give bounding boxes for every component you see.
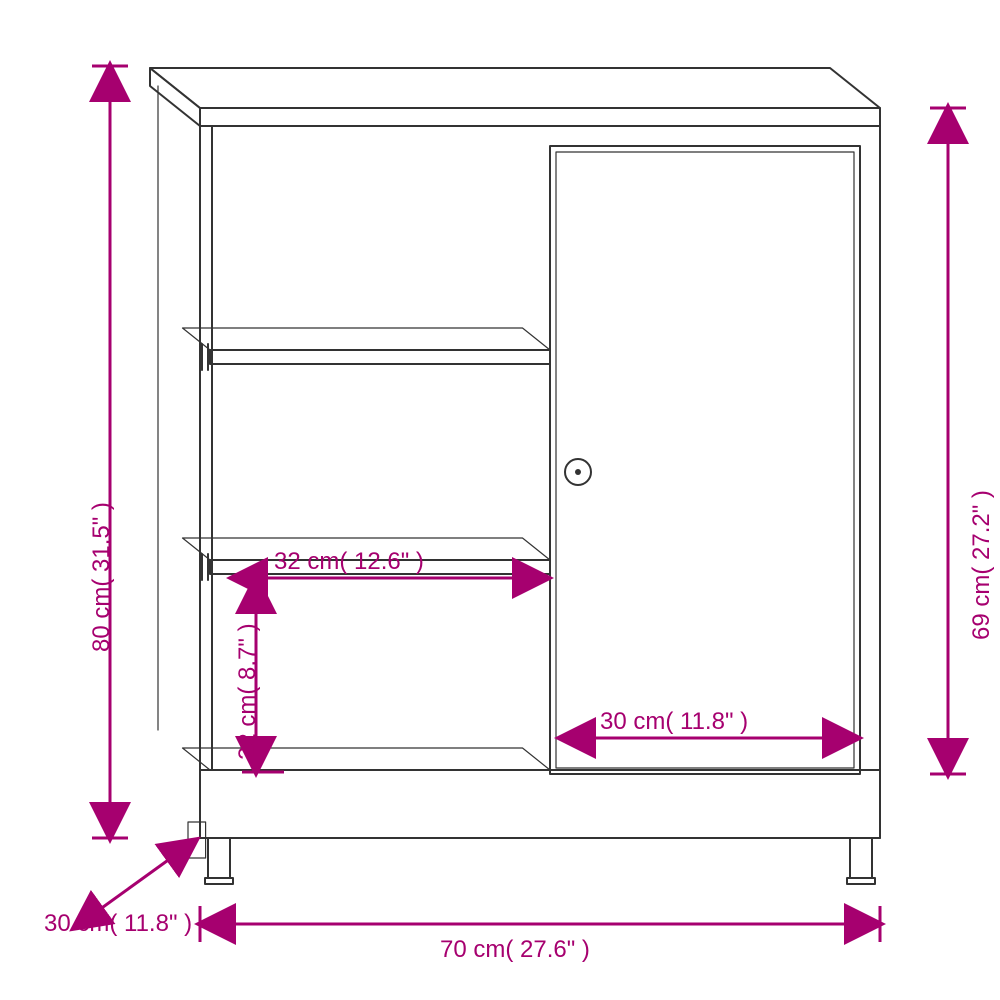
dimension-label: 30 cm( 11.8" ) [600, 708, 748, 736]
dimension-label: 30 cm( 11.8" ) [44, 910, 192, 938]
dimension-label: 22 cm( 8.7" ) [234, 623, 262, 760]
dimension-label: 70 cm( 27.6" ) [440, 936, 590, 964]
dimension-label: 69 cm( 27.2" ) [968, 490, 996, 640]
dimension-label: 80 cm( 31.5" ) [88, 502, 116, 652]
dimension-label: 32 cm( 12.6" ) [274, 548, 424, 576]
